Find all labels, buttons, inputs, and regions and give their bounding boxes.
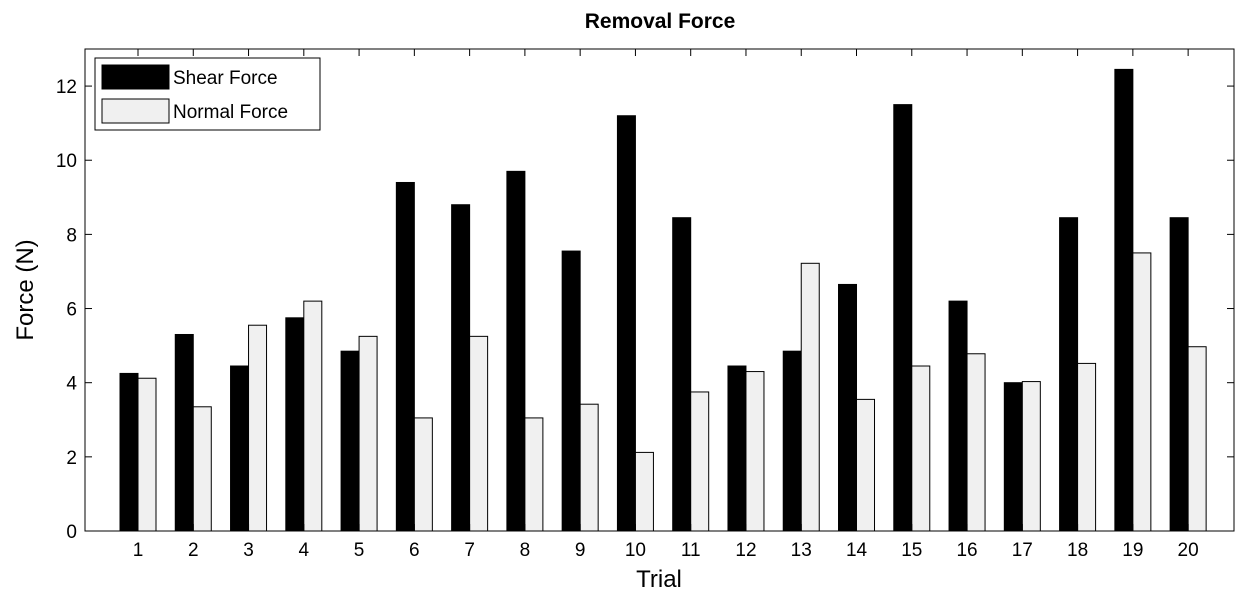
bar-normal-force: [911, 365, 931, 532]
x-tick-label: 8: [520, 540, 531, 561]
bar-normal-force: [966, 353, 986, 532]
x-tick-label: 15: [901, 540, 922, 561]
x-tick-label: 17: [1012, 540, 1033, 561]
bar-shear-force: [838, 283, 858, 532]
bar-normal-force: [413, 417, 433, 532]
bar-normal-force: [358, 335, 378, 532]
bar-shear-force: [285, 317, 305, 532]
bar-normal-force: [634, 451, 654, 532]
chart-title: Removal Force: [585, 10, 736, 33]
x-tick-label: 7: [464, 540, 475, 561]
bar-normal-force: [137, 377, 157, 532]
bar-shear-force: [1114, 68, 1134, 532]
bar-normal-force: [469, 335, 489, 532]
x-tick-label: 12: [735, 540, 756, 561]
x-tick-label: 9: [575, 540, 586, 561]
y-tick-label: 0: [66, 522, 77, 543]
x-tick-label: 5: [354, 540, 365, 561]
y-tick-label: 4: [66, 374, 77, 395]
x-tick-label: 19: [1122, 540, 1143, 561]
bar-normal-force: [579, 403, 599, 532]
x-tick-label: 4: [299, 540, 310, 561]
x-tick-label: 14: [846, 540, 868, 561]
bar-shear-force: [616, 115, 636, 532]
x-tick-label: 2: [188, 540, 199, 561]
bar-normal-force: [856, 398, 876, 532]
legend-swatch-shear: [101, 64, 170, 90]
bar-shear-force: [395, 181, 415, 532]
x-tick-label: 18: [1067, 540, 1088, 561]
y-tick-label: 6: [66, 300, 77, 321]
bar-normal-force: [1077, 362, 1097, 532]
x-tick-label: 6: [409, 540, 420, 561]
x-tick-label: 20: [1178, 540, 1199, 561]
bar-normal-force: [1187, 346, 1207, 532]
legend: Shear Force Normal Force: [94, 57, 321, 131]
x-tick-label: 16: [956, 540, 977, 561]
bar-shear-force: [948, 300, 968, 532]
bar-normal-force: [524, 417, 544, 532]
y-tick-label: 8: [66, 225, 77, 246]
bar-shear-force: [561, 250, 581, 532]
bar-shear-force: [1003, 382, 1023, 532]
bar-shear-force: [174, 333, 194, 532]
legend-swatch-normal: [101, 98, 170, 124]
y-tick-label: 12: [56, 77, 77, 98]
bar-normal-force: [1132, 252, 1152, 532]
y-tick-label: 10: [56, 151, 77, 172]
x-tick-label: 10: [625, 540, 646, 561]
y-axis-label: Force (N): [12, 239, 39, 340]
bar-normal-force: [248, 324, 268, 532]
bar-shear-force: [1169, 217, 1189, 532]
bar-normal-force: [192, 406, 212, 532]
bar-normal-force: [1021, 381, 1041, 532]
bar-shear-force: [672, 217, 692, 532]
bar-shear-force: [230, 365, 250, 532]
y-tick-label: 2: [66, 448, 77, 469]
plot-area: [119, 68, 1207, 532]
bar-normal-force: [745, 371, 765, 532]
x-axis-label: Trial: [636, 566, 682, 593]
bar-shear-force: [782, 350, 802, 532]
bar-normal-force: [800, 262, 820, 532]
x-tick-label: 3: [243, 540, 254, 561]
bar-shear-force: [727, 365, 747, 532]
legend-label-shear: Shear Force: [173, 68, 278, 89]
bar-shear-force: [340, 350, 360, 532]
bar-shear-force: [893, 104, 913, 532]
x-tick-label: 13: [791, 540, 812, 561]
bar-shear-force: [451, 204, 471, 532]
axes-box: [84, 48, 1235, 532]
bar-normal-force: [690, 391, 710, 532]
legend-label-normal: Normal Force: [173, 102, 288, 123]
bar-shear-force: [1059, 217, 1079, 532]
bar-shear-force: [119, 372, 139, 532]
x-tick-label: 1: [133, 540, 144, 561]
x-tick-label: 11: [681, 540, 701, 561]
bar-shear-force: [506, 170, 526, 532]
bar-normal-force: [303, 300, 323, 532]
